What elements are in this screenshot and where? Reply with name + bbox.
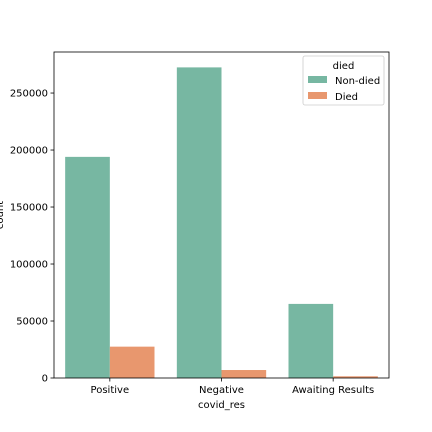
y-axis-label: count [0, 201, 6, 229]
y-tick-label: 150000 [10, 203, 48, 214]
bar-non-died-positive [65, 157, 110, 378]
y-tick-label: 50000 [16, 317, 48, 328]
x-tick-label: Negative [199, 385, 244, 396]
bar-non-died-awaiting-results [289, 304, 334, 378]
y-axis: 0 50000 100000 150000 200000 250000 [10, 89, 54, 385]
x-axis-label: covid_res [198, 400, 245, 411]
legend-swatch-died [308, 92, 327, 99]
bar-died-negative [222, 370, 267, 378]
bar-died-positive [110, 347, 155, 378]
legend-title: died [333, 61, 355, 72]
x-tick-label: Positive [91, 385, 130, 396]
y-tick-label: 100000 [10, 260, 48, 271]
y-tick-label: 250000 [10, 89, 48, 100]
y-tick-label: 0 [42, 374, 48, 385]
y-tick-label: 200000 [10, 146, 48, 157]
x-axis: Positive Negative Awaiting Results [91, 378, 375, 396]
legend-label-non-died: Non-died [335, 76, 380, 87]
legend: died Non-died Died [303, 56, 384, 105]
bars-group [65, 67, 378, 378]
bar-non-died-negative [177, 67, 222, 378]
x-tick-label: Awaiting Results [292, 385, 374, 396]
legend-swatch-non-died [308, 76, 327, 83]
legend-label-died: Died [335, 92, 358, 103]
